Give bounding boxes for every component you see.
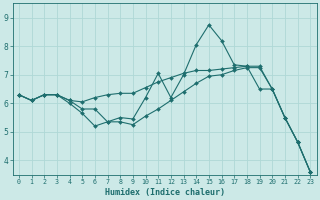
X-axis label: Humidex (Indice chaleur): Humidex (Indice chaleur): [105, 188, 225, 197]
